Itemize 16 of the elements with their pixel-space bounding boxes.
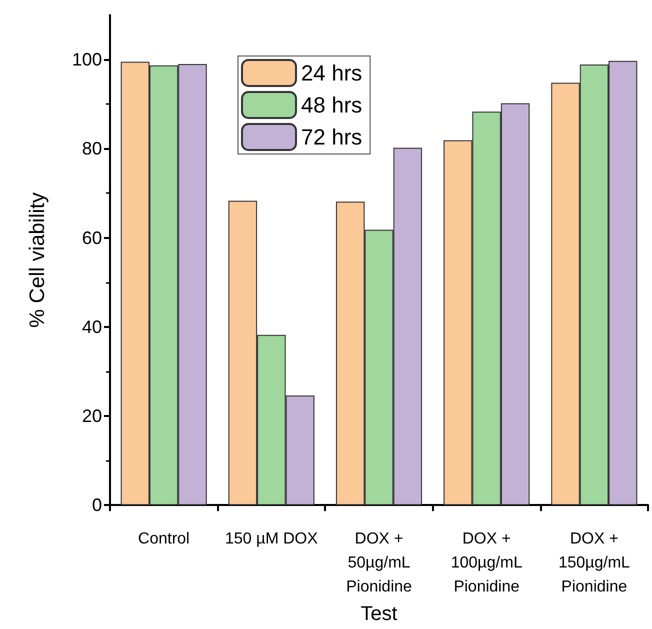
y-tick-label: 40 [82,316,102,337]
y-tick-label: 100 [72,50,102,70]
y-tick-label: 80 [82,138,102,159]
y-tick-label: 60 [82,228,102,248]
x-tick-label: DOX + 150µg/mL Pionidine [558,530,630,596]
x-tick-label: DOX + 100µg/mL Pionidine [450,530,522,596]
x-tick-label: Control [138,530,190,548]
legend-label: 24 hrs [301,60,362,86]
legend-label: 48 hrs [301,92,362,118]
legend-label: 72 hrs [301,124,362,150]
x-tick-label: 150 µM DOX [224,530,318,548]
y-axis-title: % Cell viability [26,192,49,328]
x-tick-label: DOX + 50µg/mL Pionidine [346,530,412,596]
y-tick-label: 0 [92,495,102,516]
y-tick-label: 20 [82,406,102,426]
x-axis-title: Test [360,603,398,625]
